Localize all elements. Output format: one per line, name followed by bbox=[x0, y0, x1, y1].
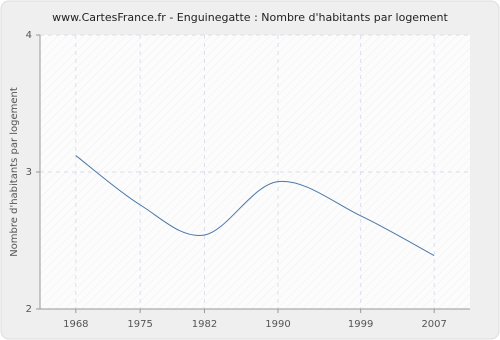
y-axis-label: Nombre d'habitants par logement bbox=[9, 87, 20, 257]
plot: 2 3 4 1968 1975 1982 1990 1999 2007 bbox=[26, 30, 470, 330]
x-tick-label: 2007 bbox=[421, 319, 446, 330]
y-tick-label: 4 bbox=[26, 30, 32, 41]
data-line bbox=[75, 155, 435, 257]
y-tick-label: 2 bbox=[26, 304, 32, 315]
x-tick-label: 1999 bbox=[348, 319, 373, 330]
chart-title: www.CartesFrance.fr - Enguinegatte : Nom… bbox=[52, 11, 448, 24]
x-tick-label: 1968 bbox=[63, 319, 88, 330]
x-tick-label: 1975 bbox=[127, 319, 152, 330]
x-tick-label: 1990 bbox=[265, 319, 290, 330]
x-tick-label: 1982 bbox=[192, 319, 217, 330]
plot-area bbox=[40, 35, 470, 309]
y-tick-label: 3 bbox=[26, 167, 32, 178]
